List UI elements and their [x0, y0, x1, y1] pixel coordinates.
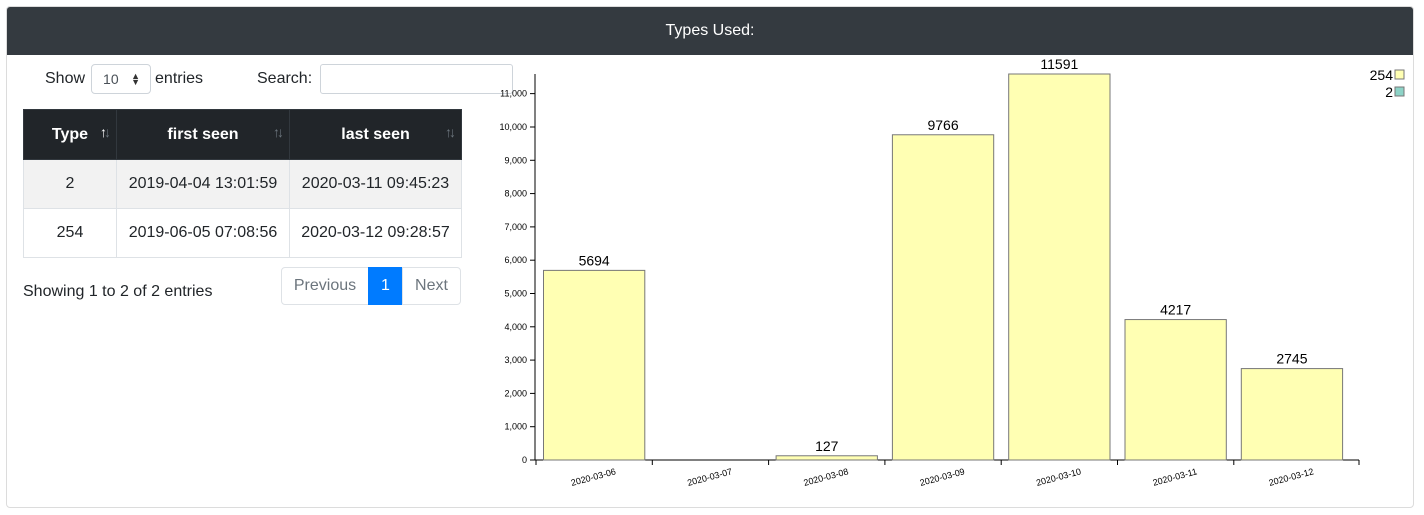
table-row[interactable]: 2 2019-04-04 13:01:59 2020-03-11 09:45:2…: [23, 159, 462, 209]
cell-first-seen: 2019-06-05 07:08:56: [116, 208, 290, 258]
column-header-type[interactable]: Type ↑↓: [23, 109, 117, 160]
x-tick-label: 2020-03-07: [686, 466, 733, 488]
y-tick-label: 10,000: [499, 122, 527, 132]
data-label: 11591: [1040, 57, 1078, 72]
search-input[interactable]: [320, 64, 514, 94]
column-header-label: first seen: [167, 125, 239, 143]
x-tick-label: 2020-03-09: [919, 466, 966, 488]
types-used-card: Types Used: Show 10 ▲ ▼ entries Search: T…: [6, 6, 1414, 508]
data-label: 5694: [579, 252, 610, 268]
data-label: 2745: [1276, 351, 1307, 367]
legend-label: 2: [1385, 84, 1393, 100]
data-label: 127: [815, 438, 839, 454]
show-label: Show: [45, 70, 86, 87]
y-tick-label: 11,000: [500, 89, 527, 99]
table-info: Showing 1 to 2 of 2 entries: [23, 283, 213, 300]
page-1-button[interactable]: 1: [368, 267, 403, 305]
card-header: Types Used:: [7, 7, 1413, 55]
bar: [543, 269, 646, 461]
types-table: Type ↑↓ first seen ↑↓ last seen ↑↓ 2 201…: [23, 109, 462, 258]
legend-swatch: [1394, 69, 1405, 80]
search-label: Search:: [257, 70, 313, 87]
x-tick-label: 2020-03-08: [802, 466, 849, 488]
types-bar-chart: 0 1,000 2,000 3,000 4,000 5,000 6,000 7,000 8,00…: [499, 57, 1405, 488]
bar: [1124, 319, 1227, 461]
y-tick-label: 7,000: [504, 222, 527, 232]
y-tick-label: 9,000: [504, 155, 527, 165]
y-tick-label: 3,000: [504, 355, 527, 365]
column-header-last-seen[interactable]: last seen ↑↓: [289, 109, 462, 160]
bar: [1008, 73, 1111, 461]
sort-ascending-icon: ↑↓: [100, 124, 111, 140]
sort-icon: ↑↓: [273, 124, 284, 140]
cell-type: 2: [23, 159, 117, 209]
bar: [1240, 368, 1344, 461]
cell-last-seen: 2020-03-12 09:28:57: [289, 208, 462, 258]
bar: [775, 455, 878, 461]
cell-last-seen: 2020-03-11 09:45:23: [289, 159, 462, 209]
x-tick-label: 2020-03-11: [1152, 466, 1198, 487]
legend-swatch: [1394, 86, 1405, 97]
table-row[interactable]: 254 2019-06-05 07:08:56 2020-03-12 09:28…: [23, 208, 462, 258]
legend-label: 254: [1370, 67, 1394, 83]
y-tick-label: 0: [522, 455, 527, 465]
y-tick-label: 6,000: [504, 255, 527, 265]
y-tick-label: 2,000: [504, 388, 527, 398]
previous-page-button[interactable]: Previous: [281, 267, 369, 305]
data-label: 9766: [927, 117, 958, 133]
entries-select-value: 10: [103, 71, 119, 87]
x-tick-label: 2020-03-12: [1268, 466, 1315, 488]
cell-type: 254: [23, 208, 117, 258]
next-page-button[interactable]: Next: [402, 267, 461, 305]
entries-label: entries: [155, 70, 204, 87]
y-tick-label: 4,000: [504, 322, 527, 332]
y-tick-label: 8,000: [504, 189, 527, 199]
column-header-first-seen[interactable]: first seen ↑↓: [116, 109, 290, 160]
table-header-row: Type ↑↓ first seen ↑↓ last seen ↑↓: [23, 109, 462, 160]
length-menu: Show 10 ▲ ▼ entries: [45, 64, 203, 94]
sort-icon: ↑↓: [445, 124, 456, 140]
x-tick-label: 2020-03-10: [1035, 466, 1082, 488]
pagination: Previous 1 Next: [281, 267, 461, 305]
select-arrows-icon: ▲ ▼: [131, 71, 141, 87]
y-tick-label: 1,000: [504, 422, 527, 432]
search-area: Search:: [257, 64, 514, 94]
column-header-label: last seen: [341, 125, 410, 143]
card-title: Types Used:: [665, 22, 755, 39]
entries-select[interactable]: 10 ▲ ▼: [91, 64, 152, 94]
data-label: 4217: [1160, 302, 1191, 318]
column-header-label: Type: [51, 125, 89, 143]
x-tick-label: 2020-03-06: [570, 466, 617, 488]
cell-first-seen: 2019-04-04 13:01:59: [116, 159, 290, 209]
y-tick-label: 5,000: [504, 288, 527, 298]
bar: [891, 134, 995, 461]
